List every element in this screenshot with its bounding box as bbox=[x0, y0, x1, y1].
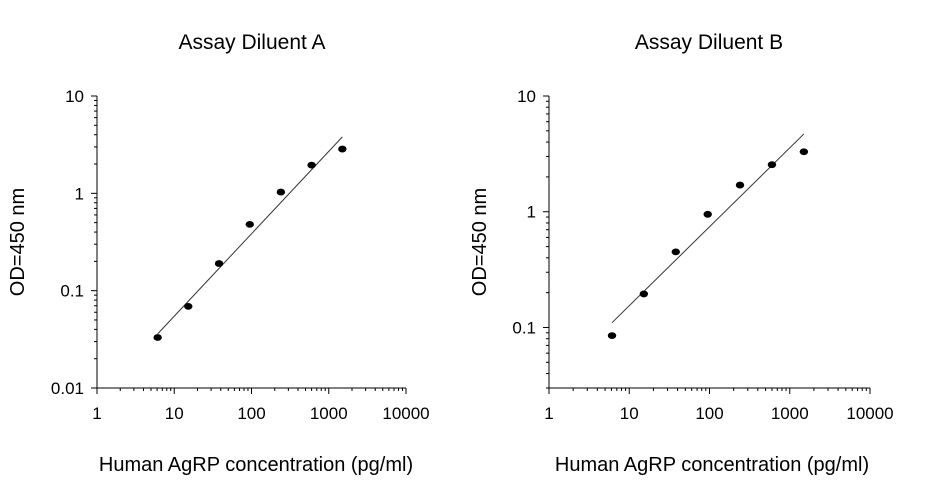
data-point bbox=[153, 334, 162, 341]
chart-panel-b: Assay Diluent B 1 10 100 1000 10000 0.1 1 10 Huma… bbox=[469, 31, 894, 476]
data-point bbox=[276, 188, 286, 196]
data-point bbox=[184, 302, 193, 310]
x-tick-label: 1000 bbox=[310, 404, 348, 423]
x-tick-label: 100 bbox=[695, 404, 723, 423]
y-axis-label: OD=450 nm bbox=[7, 188, 29, 296]
x-axis-label: Human AgRP concentration (pg/ml) bbox=[555, 454, 869, 476]
chart-title: Assay Diluent A bbox=[178, 31, 325, 54]
y-tick-label: 10 bbox=[65, 87, 84, 106]
fit-line bbox=[157, 136, 343, 335]
x-tick-label: 10000 bbox=[846, 404, 893, 423]
chart-panel-a: Assay Diluent A 1 10 100 1000 10000 0.01 0.1 1 10… bbox=[7, 31, 430, 476]
data-point bbox=[703, 210, 712, 218]
data-point bbox=[799, 148, 809, 156]
data-point bbox=[607, 332, 617, 340]
chart-title: Assay Diluent B bbox=[635, 31, 783, 54]
data-point bbox=[245, 220, 254, 228]
data-point bbox=[307, 161, 316, 169]
data-point bbox=[338, 145, 347, 153]
y-tick-label: 10 bbox=[517, 87, 536, 106]
data-point bbox=[214, 260, 224, 267]
x-tick-label: 10 bbox=[165, 404, 184, 423]
x-tick-label: 1 bbox=[92, 404, 101, 423]
data-point bbox=[735, 181, 745, 189]
data-point bbox=[639, 290, 649, 298]
y-tick-label: 1 bbox=[75, 184, 84, 203]
y-tick-label: 0.1 bbox=[512, 318, 536, 337]
data-point bbox=[767, 161, 777, 169]
data-point bbox=[671, 248, 680, 256]
x-tick-label: 1 bbox=[544, 404, 553, 423]
y-axis-label: OD=450 nm bbox=[469, 188, 491, 296]
y-tick-label: 1 bbox=[527, 203, 536, 222]
x-axis-label: Human AgRP concentration (pg/ml) bbox=[99, 454, 413, 476]
y-tick-label: 0.01 bbox=[51, 379, 84, 398]
x-tick-label: 100 bbox=[237, 404, 265, 423]
x-tick-label: 10000 bbox=[382, 404, 429, 423]
x-tick-label: 10 bbox=[620, 404, 639, 423]
x-tick-label: 1000 bbox=[771, 404, 809, 423]
y-tick-label: 0.1 bbox=[60, 282, 84, 301]
